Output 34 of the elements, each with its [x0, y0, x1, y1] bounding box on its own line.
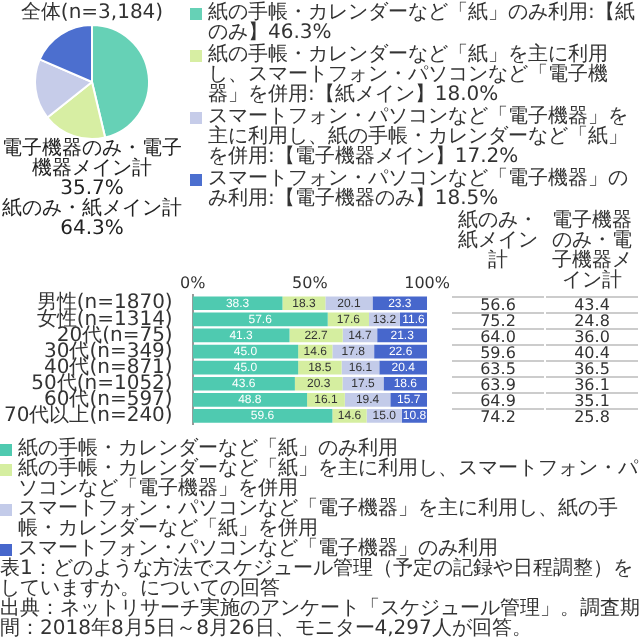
text: 電子機器のみ・電子機器メイン計 35.7% — [0, 138, 184, 200]
legend-label: スマートフォン・パソコンなど「電子機器」のみ利用:【電子機器のみ】18.5% — [208, 168, 630, 210]
legend-label: 紙の手帳・カレンダーなど「紙」のみ利用:【紙のみ】46.3% — [208, 2, 637, 44]
text: 表1：どのような方法でスケジュール管理（予定の記録や日程調整）をしていますか。についての回答 — [0, 558, 633, 600]
data-label: 63.9 — [452, 375, 544, 394]
legend-label: 紙の手帳・カレンダーなど「紙」のみ利用 — [18, 438, 398, 460]
data-label: 36.0 — [546, 327, 638, 346]
legend-label: 紙の手帳・カレンダーなど「紙」を主に利用し、スマートフォン・パソコンなど「電子機器」を併用:【紙メイン】18.0% — [208, 44, 610, 106]
data-label: 74.2 — [452, 407, 544, 426]
data-label: 35.1 — [546, 391, 638, 410]
source-note: 出典：ネットリサーチ実施のアンケート「スケジュール管理」。調査期間：2018年8月5日～8月26日、モニター4,297人が回答。 — [0, 598, 640, 640]
legend-label: スマートフォン・パソコンなど「電子機器」のみ利用 — [18, 538, 498, 560]
x-tick-label: 50% — [292, 273, 329, 292]
data-label: 64.0 — [452, 327, 544, 346]
x-tick-label: 紙のみ・紙メイン計 — [456, 210, 540, 272]
data-label: 36.1 — [546, 375, 638, 394]
data-label: 59.6 — [452, 343, 544, 362]
legend-label: 紙の手帳・カレンダーなど「紙」を主に利用し、スマートフォン・パソコンなど「電子機器」を併用 — [18, 458, 640, 500]
data-label: 75.2 — [452, 311, 544, 330]
data-label: 24.8 — [546, 311, 638, 330]
legend-label: スマートフォン・パソコンなど「電子機器」を主に利用し、紙の手帳・カレンダーなど「紙」を併用:【電子機器メイン】17.2% — [208, 106, 630, 168]
data-label: 43.4 — [546, 295, 638, 314]
legend-label: スマートフォン・パソコンなど「電子機器」を主に利用し、紙の手帳・カレンダーなど「紙」を併用 — [18, 498, 620, 540]
data-label: 40.4 — [546, 343, 638, 362]
data-label: 36.5 — [546, 359, 638, 378]
text: 紙のみ・紙メイン計 64.3% — [0, 198, 184, 240]
text: 全体(n=3,184) — [18, 2, 166, 24]
data-label: 64.9 — [452, 391, 544, 410]
x-tick-label: 0% — [179, 273, 207, 292]
x-tick-label: 電子機器のみ・電子機器メイン計 — [550, 210, 634, 292]
data-label: 56.6 — [452, 295, 544, 314]
data-label: 25.8 — [546, 407, 638, 426]
data-label: 63.5 — [452, 359, 544, 378]
x-tick-label: 100% — [404, 273, 451, 292]
